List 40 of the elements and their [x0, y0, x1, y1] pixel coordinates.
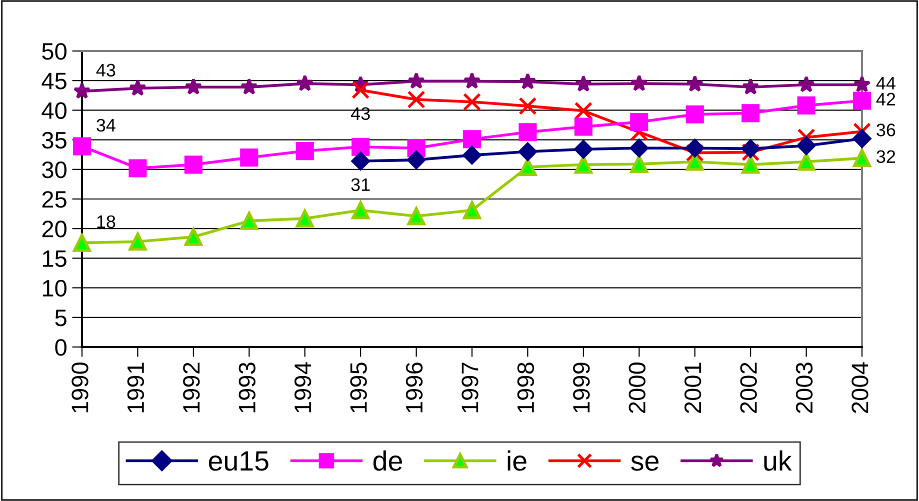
x-tick-label: 2002 [740, 362, 757, 413]
y-tick-label: 50 [42, 43, 66, 60]
y-tick-label: 25 [42, 191, 66, 208]
y-tick-label: 5 [55, 310, 66, 326]
y-tick-label: 15 [42, 250, 66, 267]
x-tick-label: 1998 [517, 362, 534, 412]
y-tick-label: 35 [42, 132, 66, 149]
x-tick-label: 1994 [294, 362, 312, 412]
x-tick-label: 1997 [462, 362, 478, 412]
x-tick-label: 2004 [852, 362, 868, 413]
legend-label: ie [508, 450, 526, 471]
data-label: 18 [97, 215, 116, 228]
x-tick-label: 2003 [796, 362, 813, 413]
data-label: 43 [96, 64, 116, 77]
data-label: 36 [876, 124, 896, 136]
legend-label: de [373, 450, 402, 471]
legend-label: uk [764, 450, 792, 471]
data-label: 31 [351, 178, 370, 192]
x-tick-label: 2000 [628, 362, 646, 413]
x-tick-label: 1992 [183, 362, 200, 412]
y-tick-label: 40 [42, 102, 66, 119]
x-tick-label: 1996 [406, 362, 423, 412]
data-label: 34 [96, 118, 116, 132]
y-tick-label: 0 [55, 339, 66, 356]
y-tick-label: 20 [42, 220, 66, 238]
data-label: 43 [350, 107, 370, 120]
x-tick-label: 1999 [573, 362, 590, 412]
y-tick-label: 10 [42, 280, 66, 297]
legend-label: eu15 [208, 451, 268, 471]
legend-label: se [631, 456, 658, 471]
y-tick-label: 30 [42, 161, 66, 178]
x-tick-label: 2001 [684, 362, 702, 413]
data-label: 32 [876, 150, 896, 163]
x-tick-label: 1995 [350, 362, 367, 412]
data-label: 44 [876, 76, 896, 90]
data-label: 42 [876, 92, 896, 106]
y-tick-label: 45 [42, 72, 66, 90]
x-tick-label: 1993 [238, 362, 256, 412]
x-tick-label: 1990 [72, 362, 88, 412]
x-tick-label: 1991 [127, 362, 144, 412]
